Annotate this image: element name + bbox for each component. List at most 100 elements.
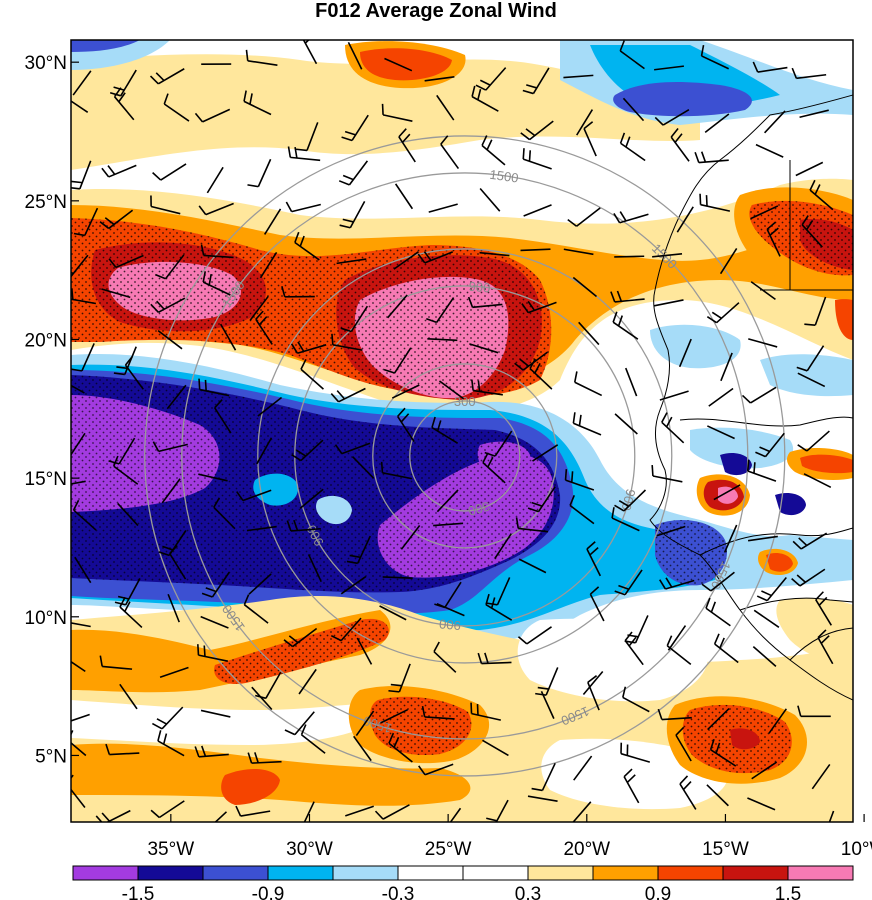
wind-barb-staff xyxy=(384,57,413,72)
wind-barb-staff xyxy=(700,203,731,212)
wind-barb-flag xyxy=(753,462,756,474)
wind-barb-staff xyxy=(800,532,828,550)
wind-barb-staff xyxy=(572,276,598,298)
wind-barb-staff xyxy=(203,254,234,259)
wind-barb-flag xyxy=(700,44,705,57)
wind-barb-flag xyxy=(699,193,702,205)
wind-barb-flag xyxy=(397,407,406,417)
wind-barb-staff xyxy=(473,389,503,396)
contour-yellow-east xyxy=(776,597,853,662)
wind-barb-flag xyxy=(657,708,663,720)
wind-barb-flag xyxy=(349,554,361,559)
wind-barb-flag xyxy=(614,504,625,512)
wind-barb-staff xyxy=(469,343,499,354)
wind-barb-staff xyxy=(622,696,650,713)
wind-barb-staff xyxy=(661,716,692,721)
wind-barb-flag xyxy=(436,420,442,432)
wind-barb-staff xyxy=(518,527,549,533)
wind-barb-flag xyxy=(293,519,299,531)
wind-barb-staff xyxy=(436,297,455,323)
wind-barb-staff xyxy=(84,207,99,236)
wind-barb-flag xyxy=(344,130,356,136)
contour-stipple-west xyxy=(71,218,552,397)
wind-barb-staff xyxy=(828,810,835,822)
wind-barb-staff xyxy=(433,522,464,527)
wind-barb-staff xyxy=(124,364,144,390)
wind-barb-flag xyxy=(514,362,524,371)
wind-barb-staff xyxy=(706,784,729,807)
wind-barb-staff xyxy=(522,351,548,371)
wind-barb-staff xyxy=(199,388,230,397)
wind-barb-staff xyxy=(479,187,501,212)
wind-barb-staff xyxy=(81,343,95,372)
wind-barb-staff xyxy=(678,338,692,368)
wind-barb-flag xyxy=(288,635,299,644)
wind-barb-flag xyxy=(796,366,808,372)
wind-barb-staff xyxy=(150,205,181,215)
wind-barb-staff xyxy=(393,347,412,374)
range-ring xyxy=(257,248,673,664)
lon-tick-label: 30°W xyxy=(286,839,333,860)
wind-barb-flag xyxy=(471,379,474,391)
wind-barb-flag xyxy=(213,497,221,508)
wind-barb-flag xyxy=(336,390,346,400)
wind-barb-flag xyxy=(302,30,310,38)
wind-barb-flag xyxy=(483,824,494,827)
wind-barb-staff xyxy=(198,654,229,662)
wind-barb-staff xyxy=(249,295,269,321)
wind-barb-staff xyxy=(619,213,649,224)
wind-barb-staff xyxy=(801,224,823,248)
wind-barb-staff xyxy=(291,203,321,213)
wind-barb-staff xyxy=(529,120,554,141)
wind-barb-flag xyxy=(710,601,717,613)
wind-barb-staff xyxy=(438,380,465,400)
wind-barb-staff xyxy=(675,734,692,762)
wind-barb-flag xyxy=(705,195,708,207)
country-border-4 xyxy=(699,527,853,556)
wind-barb-staff xyxy=(345,805,374,817)
contour-darkblue-ne xyxy=(613,82,752,117)
wind-barb-staff xyxy=(764,432,785,458)
wind-barb-flag xyxy=(589,547,599,556)
wind-barb-staff xyxy=(206,166,224,194)
wind-barb-flag xyxy=(205,587,217,593)
wind-barb-staff xyxy=(471,95,499,112)
country-border-6 xyxy=(789,627,853,661)
wind-barb-staff xyxy=(520,248,551,252)
wind-barb-flag xyxy=(214,399,223,409)
wind-barb-flag xyxy=(755,451,766,458)
wind-barb-staff xyxy=(714,643,739,664)
wind-barb-staff xyxy=(332,344,363,351)
wind-barb-flag xyxy=(152,441,160,452)
wind-barb-flag xyxy=(522,148,525,160)
wind-barb-staff xyxy=(757,66,788,73)
wind-barb-flag xyxy=(59,274,69,278)
wind-barb-staff xyxy=(809,189,834,211)
wind-barb-staff xyxy=(166,384,187,410)
colorbar: -1.5 -0.9 -0.3 0.3 0.9 1.5 xyxy=(72,865,854,900)
wind-barb-staff xyxy=(573,755,593,781)
wind-barb-staff xyxy=(747,470,777,482)
wind-barb-flag xyxy=(204,379,207,391)
colorbar-label: -1.5 xyxy=(122,884,155,900)
wind-barb-flag xyxy=(798,537,808,547)
wind-barb-staff xyxy=(622,97,645,122)
wind-barb-flag xyxy=(113,372,125,376)
wind-barb-flag xyxy=(622,686,627,698)
wind-barb-staff xyxy=(750,386,777,404)
wind-barb-staff xyxy=(522,158,552,170)
wind-barb-flag xyxy=(380,461,384,473)
wind-barb-staff xyxy=(750,205,779,220)
wind-barb-staff xyxy=(300,368,324,390)
wind-barb-staff xyxy=(391,384,420,399)
wind-barb-flag xyxy=(525,128,536,137)
wind-barb-staff xyxy=(398,663,411,693)
wind-barb-flag xyxy=(531,501,543,507)
wind-barb-flag xyxy=(254,752,259,764)
wind-barb-flag xyxy=(342,218,354,223)
wind-barb-flag xyxy=(522,89,534,95)
wind-barb-flag xyxy=(255,310,264,320)
wind-barb-staff xyxy=(398,136,416,163)
wind-barb-flag xyxy=(475,84,487,91)
